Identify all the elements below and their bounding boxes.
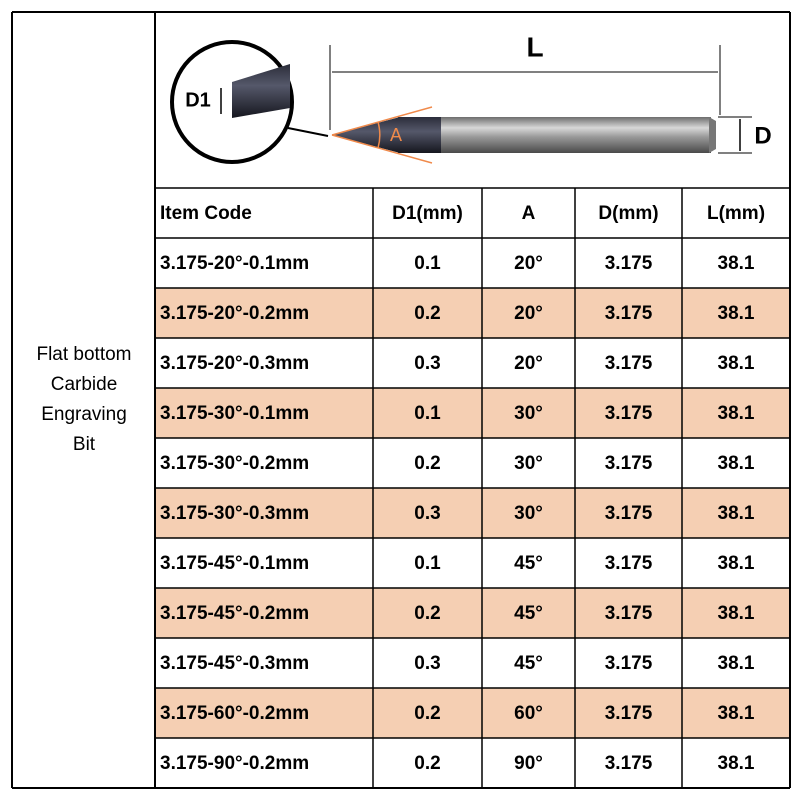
leader [287, 127, 329, 137]
coated-body [398, 117, 443, 153]
table-cell: 3.175-45°-0.1mm [160, 553, 309, 574]
table-cell: 3.175 [605, 353, 653, 374]
table-cell: 45° [514, 553, 543, 574]
table-cell: 3.175 [605, 653, 653, 674]
table-cell: 3.175-20°-0.1mm [160, 253, 309, 274]
side-label: Carbide [51, 374, 118, 395]
table-cell: 45° [514, 653, 543, 674]
table-cell: 3.175-90°-0.2mm [160, 753, 309, 774]
length-label: L [526, 31, 543, 62]
table-grid [11, 11, 791, 789]
row-highlight [155, 688, 790, 738]
header-cell: Item Code [160, 203, 252, 224]
table-cell: 3.175-30°-0.1mm [160, 403, 309, 424]
table-cell: 3.175-45°-0.3mm [160, 653, 309, 674]
table-cell: 0.1 [414, 253, 441, 274]
angle-line [331, 134, 433, 164]
table-cell: 20° [514, 253, 543, 274]
table-cell: 38.1 [718, 253, 755, 274]
chamfer [709, 117, 716, 153]
table-cell: 0.3 [414, 653, 440, 674]
table-cell: 3.175 [605, 703, 653, 724]
table-cell: 30° [514, 453, 543, 474]
row-backgrounds [155, 288, 790, 738]
header-cell: D1(mm) [392, 203, 463, 224]
row-highlight [155, 588, 790, 638]
tip-detail [232, 64, 290, 118]
angle-label: A [390, 125, 402, 145]
table-cell: 3.175 [605, 303, 653, 324]
table-cell: 3.175-30°-0.2mm [160, 453, 309, 474]
table-cell: 38.1 [718, 653, 755, 674]
table-cell: 3.175-20°-0.3mm [160, 353, 309, 374]
table-cell: 20° [514, 303, 543, 324]
table-cell: 3.175 [605, 553, 653, 574]
table-cell: 3.175-60°-0.2mm [160, 703, 309, 724]
shank [441, 117, 711, 153]
table-cell: 0.1 [414, 403, 441, 424]
side-label: Flat bottom [36, 344, 131, 365]
row-highlight [155, 388, 790, 438]
table-cell: 38.1 [718, 453, 755, 474]
side-label: Bit [73, 434, 96, 455]
table-cell: 3.175 [605, 453, 653, 474]
table-cell: 3.175 [605, 503, 653, 524]
table-cell: 0.2 [414, 453, 440, 474]
table-cell: 0.3 [414, 353, 440, 374]
table-cell: 0.2 [414, 703, 440, 724]
d1-label: D1 [185, 89, 211, 111]
table-cell: 38.1 [718, 353, 755, 374]
table-cell: 0.1 [414, 553, 441, 574]
table-cell: 3.175 [605, 603, 653, 624]
angle-arc [377, 121, 381, 149]
table-cell: 30° [514, 503, 543, 524]
table-cell: 3.175 [605, 753, 653, 774]
table-cell: 38.1 [718, 553, 755, 574]
table-cell: 38.1 [718, 503, 755, 524]
table-cell: 45° [514, 603, 543, 624]
table-cell: 3.175-20°-0.2mm [160, 303, 309, 324]
side-label: Engraving [41, 404, 127, 425]
row-highlight [155, 488, 790, 538]
table-cell: 0.2 [414, 303, 440, 324]
diagram: D1 A L D [170, 31, 772, 164]
table-cell: 3.175 [605, 403, 653, 424]
table-cell: 38.1 [718, 303, 755, 324]
table-cell: 0.3 [414, 503, 440, 524]
table-cell: 38.1 [718, 753, 755, 774]
table-cell: 3.175 [605, 253, 653, 274]
table-cell: 60° [514, 703, 543, 724]
table-cell: 3.175-45°-0.2mm [160, 603, 309, 624]
table-cell: 38.1 [718, 703, 755, 724]
header-cell: L(mm) [707, 203, 765, 224]
header-cell: D(mm) [598, 203, 658, 224]
table-cell: 90° [514, 753, 543, 774]
cone [332, 117, 400, 153]
table-cell: 38.1 [718, 403, 755, 424]
table-cell: 30° [514, 403, 543, 424]
table-cell: 0.2 [414, 603, 440, 624]
header-cell: A [522, 203, 536, 224]
table-text: Flat bottom Carbide Engraving Bit Item Code D… [36, 203, 765, 774]
table-cell: 0.2 [414, 753, 440, 774]
angle-line [331, 106, 433, 136]
table-cell: 3.175-30°-0.3mm [160, 503, 309, 524]
row-highlight [155, 288, 790, 338]
table-cell: 20° [514, 353, 543, 374]
table-cell: 38.1 [718, 603, 755, 624]
diameter-label: D [754, 122, 771, 149]
